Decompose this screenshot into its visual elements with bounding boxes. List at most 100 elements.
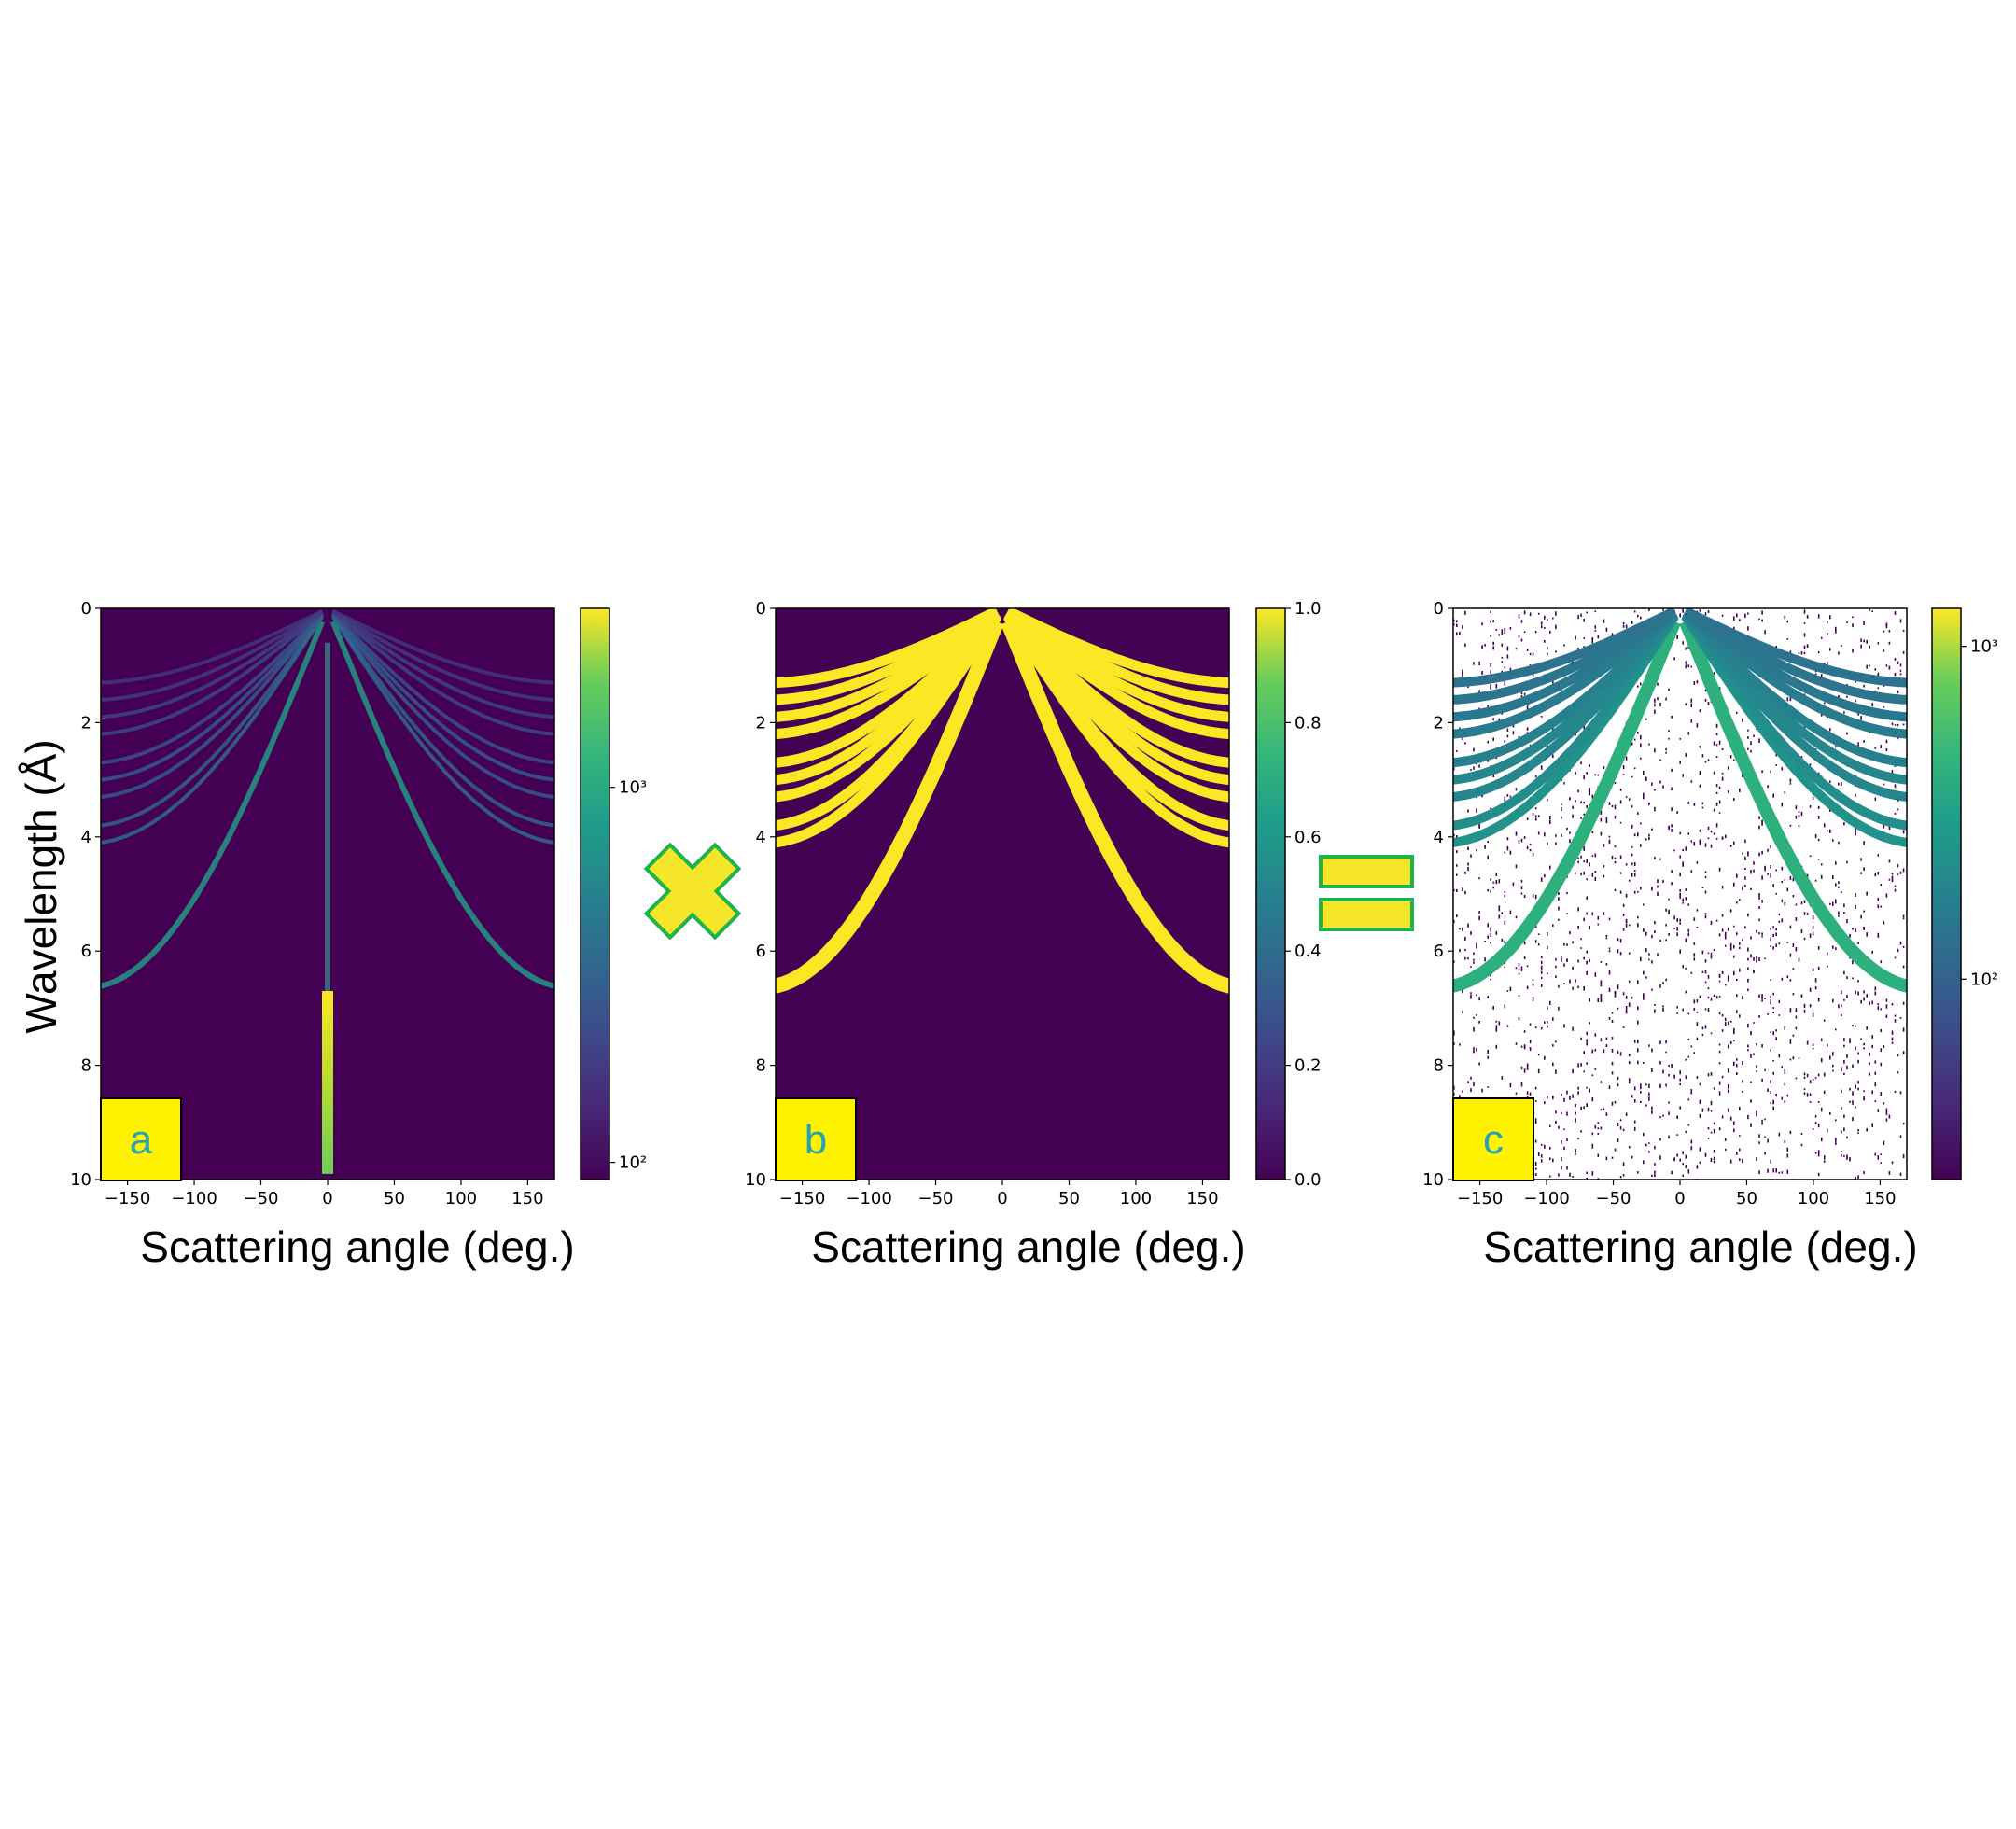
noise-pixel (1520, 695, 1523, 698)
noise-pixel (1572, 1026, 1574, 1031)
noise-pixel (1841, 1004, 1842, 1008)
noise-pixel (1750, 869, 1752, 874)
noise-pixel (1456, 623, 1458, 628)
noise-pixel (1764, 1068, 1766, 1071)
noise-pixel (1671, 715, 1673, 719)
noise-pixel (1580, 761, 1582, 765)
noise-pixel (1651, 782, 1653, 786)
noise-pixel (1580, 1130, 1582, 1133)
panel-label-c: c (1452, 1097, 1534, 1181)
noise-pixel (1492, 774, 1494, 778)
noise-pixel (1617, 1076, 1619, 1081)
noise-pixel (1651, 988, 1653, 991)
noise-pixel (1770, 1001, 1771, 1005)
noise-pixel (1687, 1124, 1690, 1126)
noise-pixel (1795, 805, 1798, 810)
noise-pixel (1563, 1128, 1565, 1131)
noise-pixel (1841, 1150, 1842, 1152)
noise-pixel (1739, 1158, 1741, 1161)
noise-pixel (1617, 1083, 1619, 1087)
noise-pixel (1753, 970, 1755, 973)
noise-pixel (1874, 668, 1877, 671)
noise-pixel (1552, 727, 1554, 732)
noise-pixel (1838, 911, 1840, 915)
noise-pixel (1478, 997, 1480, 1001)
bragg-curve (329, 621, 554, 989)
noise-pixel (1758, 957, 1760, 961)
noise-pixel (1727, 790, 1729, 793)
noise-pixel (1563, 1024, 1565, 1028)
noise-pixel (1699, 844, 1701, 845)
noise-pixel (1736, 932, 1738, 936)
noise-pixel (1880, 884, 1883, 887)
noise-pixel (1540, 621, 1543, 625)
noise-pixel (1736, 978, 1738, 982)
noise-pixel (1600, 1109, 1603, 1111)
noise-pixel (1515, 831, 1518, 836)
noise-pixel (1843, 822, 1845, 826)
bragg-curve (331, 613, 554, 782)
x-tick-label: −50 (244, 1189, 279, 1208)
noise-pixel (1617, 1007, 1619, 1010)
noise-pixel (1622, 1162, 1625, 1166)
noise-pixel (1665, 924, 1667, 927)
noise-pixel (1575, 800, 1576, 803)
noise-pixel (1520, 886, 1523, 889)
noise-pixel (1490, 932, 1491, 938)
noise-pixel (1580, 1106, 1582, 1110)
noise-pixel (1721, 1029, 1724, 1032)
noise-pixel (1608, 835, 1611, 838)
noise-pixel (1619, 939, 1622, 943)
svg-text:a: a (130, 1117, 153, 1163)
noise-pixel (1823, 1072, 1826, 1077)
bragg-curve (331, 609, 554, 702)
noise-pixel (1687, 1098, 1690, 1101)
noise-pixel (1651, 1174, 1653, 1177)
noise-pixel (1523, 836, 1526, 839)
noise-pixel (1806, 1093, 1809, 1097)
noise-pixel (1770, 1031, 1771, 1034)
noise-pixel (1648, 608, 1650, 611)
noise-pixel (1770, 937, 1771, 942)
noise-pixel (1668, 688, 1670, 691)
noise-pixel (1838, 1004, 1840, 1009)
noise-pixel (1891, 769, 1894, 775)
noise-pixel (1487, 996, 1489, 998)
noise-pixel (1495, 629, 1498, 631)
noise-pixel (1495, 930, 1498, 935)
noise-pixel (1501, 633, 1504, 635)
noise-pixel (1586, 878, 1588, 881)
noise-pixel (1490, 670, 1491, 674)
svg-text:c: c (1483, 1117, 1504, 1163)
noise-pixel (1894, 888, 1897, 892)
noise-pixel (1645, 976, 1647, 979)
noise-pixel (1704, 761, 1707, 763)
noise-pixel (1852, 649, 1854, 653)
noise-pixel (1504, 940, 1506, 944)
noise-pixel (1863, 621, 1865, 625)
noise-pixel (1671, 807, 1673, 812)
noise-pixel (1631, 862, 1633, 866)
noise-pixel (1798, 814, 1800, 818)
noise-pixel (1874, 1071, 1877, 1075)
noise-pixel (1478, 915, 1480, 921)
noise-pixel (1540, 877, 1543, 882)
noise-pixel (1518, 972, 1520, 975)
noise-pixel (1492, 881, 1494, 884)
noise-pixel (1558, 984, 1560, 988)
noise-pixel (1625, 921, 1628, 924)
noise-pixel (1594, 774, 1597, 776)
noise-pixel (1640, 887, 1642, 890)
noise-pixel (1902, 1051, 1905, 1054)
noise-pixel (1860, 1038, 1862, 1040)
noise-pixel (1707, 975, 1710, 979)
noise-pixel (1659, 780, 1661, 784)
noise-pixel (1586, 1031, 1588, 1036)
noise-pixel (1558, 906, 1560, 911)
noise-pixel (1733, 1032, 1735, 1035)
noise-pixel (1487, 888, 1489, 892)
noise-pixel (1654, 698, 1656, 703)
noise-pixel (1515, 788, 1518, 791)
noise-pixel (1894, 672, 1897, 677)
noise-pixel (1654, 1170, 1656, 1174)
